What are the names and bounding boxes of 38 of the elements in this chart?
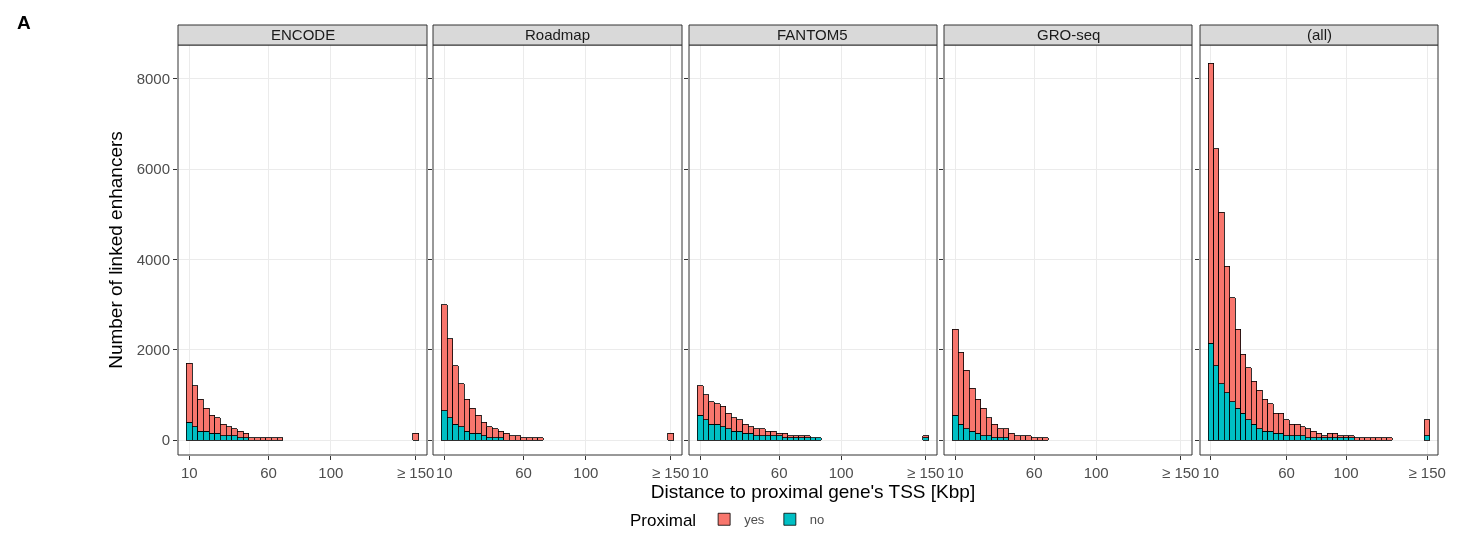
x-tick-label: ≥ 150 — [651, 464, 690, 481]
y-tick-label: 4000 — [136, 250, 170, 268]
x-tick-label: 10 — [946, 464, 964, 481]
x-tick-label: ≥ 150 — [396, 464, 435, 481]
x-tick-label: 10 — [1202, 464, 1220, 481]
y-tick-label: 8000 — [136, 70, 170, 88]
y-tick-label: 6000 — [136, 160, 170, 178]
y-tick-label: 2000 — [136, 341, 170, 359]
legend-label: no — [809, 512, 825, 528]
x-tick-label: 60 — [515, 464, 532, 481]
x-tick-label: 10 — [691, 464, 709, 481]
chart-title: (all) — [1307, 26, 1332, 43]
chart-title: ENCODE — [271, 26, 336, 43]
x-tick-label: 100 — [318, 464, 344, 481]
x-tick-label: 10 — [435, 464, 453, 481]
x-tick-label: 60 — [1278, 464, 1295, 481]
bar — [667, 432, 674, 441]
chart-title: FANTOM5 — [777, 26, 848, 43]
x-tick-label: 10 — [180, 464, 198, 481]
y-axis-title: Number of linked enhancers — [105, 131, 127, 369]
x-tick-label: 100 — [1083, 464, 1109, 481]
x-tick-label: 60 — [1025, 464, 1043, 481]
x-tick-label: 60 — [260, 464, 277, 481]
x-tick-label: 100 — [828, 464, 854, 481]
y-tick-label: 0 — [161, 431, 170, 449]
x-tick-label: ≥ 150 — [1162, 464, 1200, 481]
x-axis-title: Distance to proximal gene's TSS [Kbp] — [650, 481, 976, 502]
legend-label: yes — [744, 512, 765, 528]
x-tick-label: ≥ 150 — [1408, 464, 1446, 481]
bar — [412, 432, 419, 441]
x-tick-label: ≥ 150 — [907, 464, 945, 481]
legend-title: Proximal — [630, 511, 697, 531]
text: A — [17, 12, 31, 33]
chart-title: GRO-seq — [1037, 26, 1101, 43]
x-tick-label: 100 — [1333, 464, 1359, 481]
x-tick-label: 60 — [770, 464, 788, 481]
chart-title: Roadmap — [525, 26, 591, 43]
x-tick-label: 100 — [573, 464, 599, 481]
